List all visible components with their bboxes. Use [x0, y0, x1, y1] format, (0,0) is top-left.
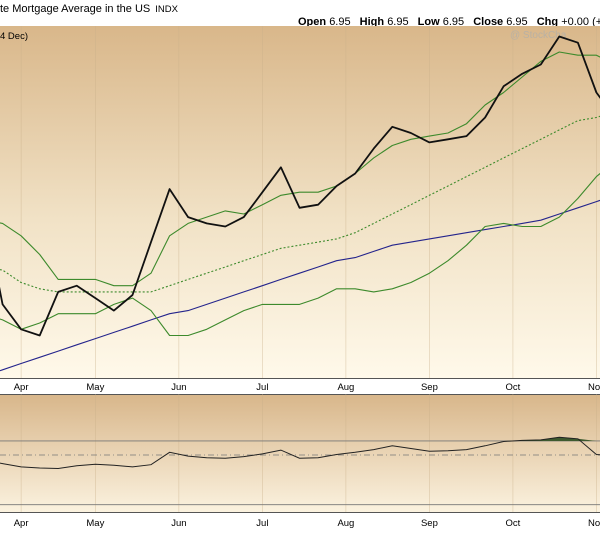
price-line	[0, 35, 600, 337]
close-value: 6.95	[506, 16, 528, 28]
close-label: Close	[473, 16, 504, 28]
x-tick-label: Aug	[337, 382, 354, 393]
price-panel: @ StockCha 4 Dec)	[0, 26, 600, 378]
chg-value: +0.00 (+0.	[561, 16, 600, 28]
x-tick-label-bottom: Oct	[506, 518, 521, 529]
high-value: 6.95	[387, 16, 409, 28]
x-tick-label-bottom: Nov	[588, 518, 600, 529]
moving-average-line	[0, 199, 600, 372]
high-label: High	[359, 16, 385, 28]
open-value: 6.95	[329, 16, 351, 28]
x-axis-bottom: AprMayJunJulAugSepOctNovDe	[14, 518, 600, 529]
x-tick-label: Oct	[506, 382, 521, 393]
x-tick-label: Apr	[14, 382, 29, 393]
low-label: Low	[417, 16, 440, 28]
x-tick-label: May	[86, 382, 104, 393]
stock-chart: @ StockCha 4 Dec) Apr May Jun Jul Aug Sep Oct N…	[0, 26, 600, 534]
x-tick-label-bottom: Sep	[421, 518, 438, 529]
chart-title: te Mortgage Average in the US INDX	[0, 3, 178, 15]
title-text: te Mortgage Average in the US	[0, 3, 151, 15]
indicator-line	[0, 436, 600, 470]
x-tick-label: Jul	[256, 382, 268, 393]
indicator-panel	[0, 394, 600, 512]
indicator-series-group	[0, 436, 600, 470]
bollinger-upper-line	[0, 51, 600, 287]
watermark: @ StockCha	[510, 30, 567, 41]
chg-label: Chg	[536, 16, 559, 28]
x-tick-label-bottom: Apr	[14, 518, 29, 529]
x-tick-label-bottom: May	[86, 518, 104, 529]
indicator-panel-bg	[0, 394, 600, 512]
x-tick-label: Sep	[421, 382, 438, 393]
price-series-group	[0, 35, 600, 372]
bollinger-lower-line	[0, 172, 600, 337]
symbol-label: INDX	[155, 4, 178, 15]
x-tick-label-bottom: Aug	[337, 518, 354, 529]
x-axis-bottom-band	[0, 512, 600, 534]
legend-fragment: 4 Dec)	[0, 31, 28, 42]
indicator-overbought-fill	[0, 437, 600, 441]
price-panel-bg	[0, 26, 600, 378]
low-value: 6.95	[442, 16, 465, 28]
chart-header: te Mortgage Average in the US INDX Open 6…	[0, 0, 600, 28]
quote-readout: Open 6.95 High 6.95 Low 6.95 Close 6.95 …	[298, 16, 600, 28]
x-tick-label-bottom: Jun	[171, 518, 186, 529]
x-tick-label: Jun	[171, 382, 186, 393]
x-tick-label-bottom: Jul	[256, 518, 268, 529]
indicator-reference-lines	[0, 440, 600, 506]
x-axis-top: AprMayJunJulAugSepOctNovDe	[14, 382, 600, 393]
x-axis-band	[0, 378, 600, 394]
open-label: Open	[298, 16, 327, 28]
x-tick-label: Nov	[588, 382, 600, 393]
bollinger-middle-line	[0, 115, 600, 293]
